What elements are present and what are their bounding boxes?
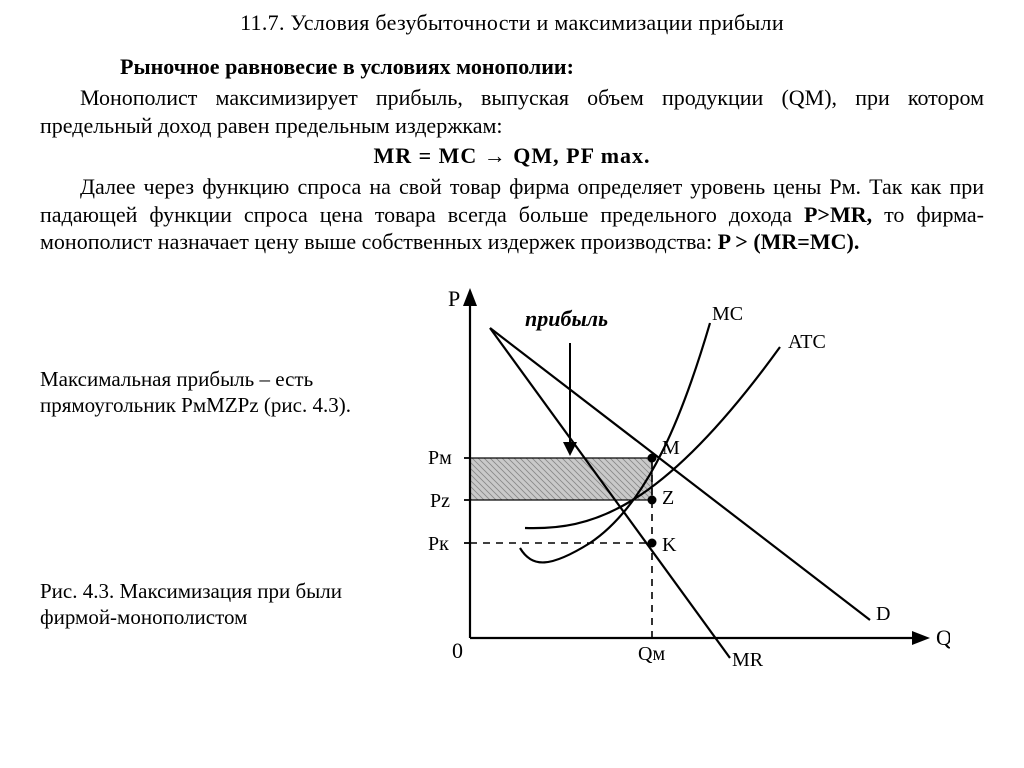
svg-text:ATC: ATC — [788, 331, 826, 353]
paragraph-1: Монополист максимизирует прибыль, выпуск… — [40, 84, 984, 139]
svg-text:MR: MR — [732, 649, 764, 671]
note-max-profit: Максимальная прибыль – есть прямоугольни… — [40, 366, 380, 419]
monopoly-chart: P Q 0 MC ATC D MR прибыль Pм Pz Pк M Z K Qм — [390, 268, 984, 688]
svg-text:K: K — [662, 534, 677, 556]
svg-text:Pм: Pм — [428, 447, 452, 469]
svg-text:P: P — [448, 286, 460, 311]
p2-bold2: P > (MR=MC). — [718, 229, 860, 254]
subtitle: Рыночное равновесие в условиях монополии… — [120, 54, 984, 80]
svg-text:Qм: Qм — [638, 643, 665, 665]
svg-text:MC: MC — [712, 303, 743, 325]
svg-text:прибыль: прибыль — [525, 306, 608, 331]
p2-bold1: P>MR, — [804, 202, 872, 227]
svg-text:Pz: Pz — [430, 490, 450, 512]
svg-text:Q: Q — [936, 625, 950, 650]
formula: MR = MC → QM, PF max. — [40, 143, 984, 169]
svg-text:M: M — [662, 437, 680, 459]
figure-caption: Рис. 4.3. Максимизация при были фирмой-м… — [40, 578, 380, 631]
page-title: 11.7. Условия безубыточности и максимиза… — [40, 10, 984, 36]
paragraph-2: Далее через функцию спроса на свой товар… — [40, 173, 984, 256]
svg-text:Pк: Pк — [428, 533, 449, 555]
svg-text:D: D — [876, 603, 890, 625]
svg-text:Z: Z — [662, 487, 674, 509]
svg-text:0: 0 — [452, 638, 463, 663]
